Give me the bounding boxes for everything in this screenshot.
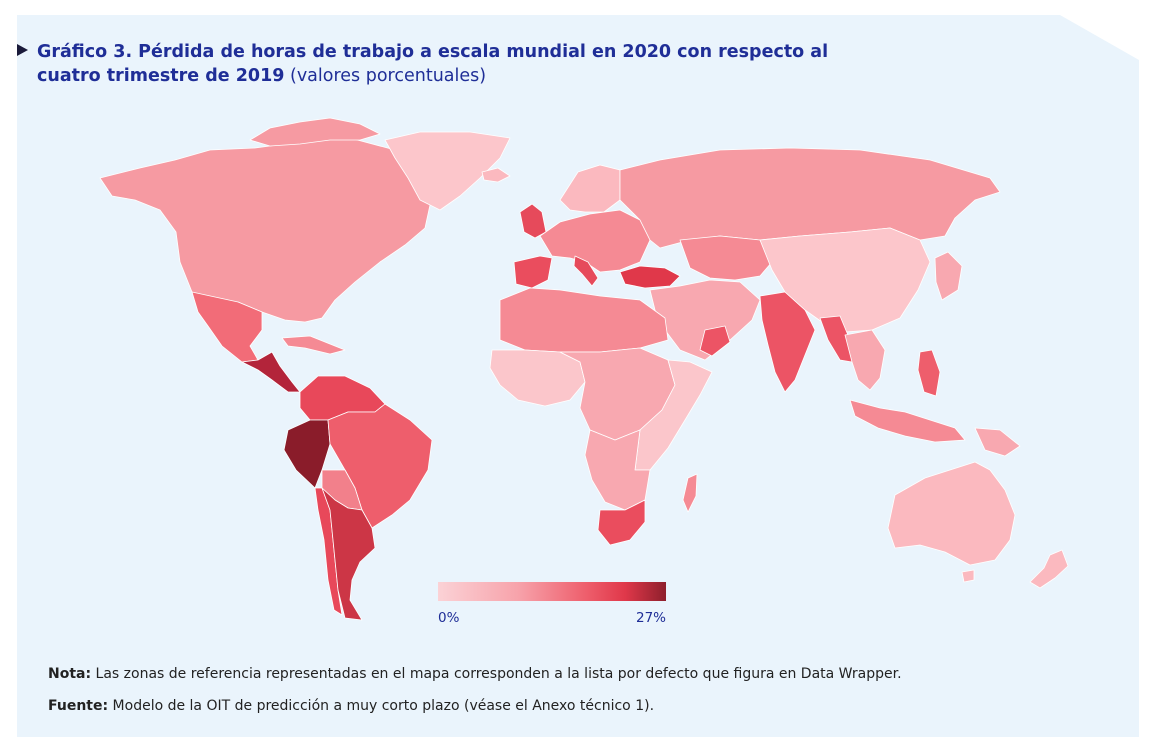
region-png <box>974 427 1021 457</box>
region-madagascar <box>682 473 698 513</box>
region-arctic-islands <box>249 117 381 147</box>
legend-gradient-bar <box>438 582 666 601</box>
region-turkey <box>619 265 681 289</box>
region-caribbean <box>281 335 346 355</box>
note-text: Las zonas de referencia representadas en… <box>95 666 902 682</box>
region-spain-portugal <box>513 255 553 289</box>
region-philippines <box>917 349 941 397</box>
source-label: Fuente: <box>48 698 109 714</box>
region-north-africa <box>499 287 669 353</box>
notes-block: Nota: Las zonas de referencia representa… <box>48 658 1108 722</box>
region-australia <box>887 461 1016 566</box>
region-scandinavia <box>559 164 621 213</box>
region-tasmania <box>961 569 975 583</box>
region-south-africa <box>597 499 646 546</box>
legend-max-label: 27% <box>635 610 666 626</box>
source-line: Fuente: Modelo de la OIT de predicción a… <box>48 690 1108 722</box>
region-west-africa <box>489 349 586 407</box>
region-north-america <box>99 137 431 323</box>
region-iceland <box>481 167 511 183</box>
source-text: Modelo de la OIT de predicción a muy cor… <box>112 698 655 714</box>
legend-min-label: 0% <box>438 610 460 626</box>
chart-title: Gráfico 3. Pérdida de horas de trabajo a… <box>37 40 837 88</box>
region-indonesia <box>849 399 966 443</box>
title-main: Gráfico 3. Pérdida de horas de trabajo a… <box>37 42 829 86</box>
region-central-asia <box>679 235 773 281</box>
region-southeast-asia <box>844 329 886 391</box>
region-new-zealand <box>1029 549 1069 589</box>
color-legend: 0% 27% <box>438 582 666 626</box>
region-japan-korea <box>934 251 963 301</box>
title-arrow-icon <box>17 44 28 56</box>
chart-title-block: Gráfico 3. Pérdida de horas de trabajo a… <box>17 40 837 88</box>
region-italy <box>573 255 599 287</box>
region-russia <box>619 147 1001 249</box>
region-uk-ireland <box>519 203 547 239</box>
region-china-mongolia <box>759 227 931 333</box>
region-greenland <box>384 131 511 211</box>
region-argentina <box>321 487 376 621</box>
note-label: Nota: <box>48 666 92 682</box>
region-oman <box>699 325 731 357</box>
region-central-america <box>241 351 301 393</box>
region-east-africa <box>634 359 713 471</box>
region-europe <box>539 209 651 273</box>
note-line: Nota: Las zonas de referencia representa… <box>48 658 1108 690</box>
title-subtitle: (valores porcentuales) <box>290 66 487 86</box>
